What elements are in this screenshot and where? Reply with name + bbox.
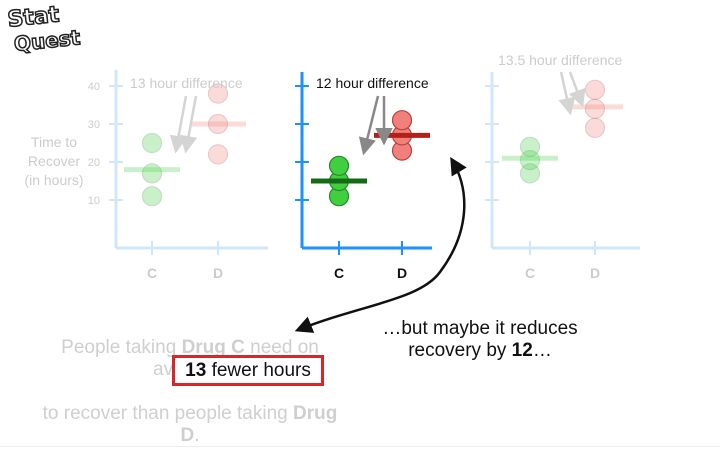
drug-d-point bbox=[584, 98, 606, 119]
drug-d-point bbox=[207, 144, 229, 165]
drug-d-point bbox=[391, 110, 413, 131]
annotation-arrow bbox=[169, 95, 188, 154]
highlight-number: 13 bbox=[185, 360, 207, 381]
difference-annotation: 13 hour difference bbox=[130, 75, 243, 91]
drug-d-point bbox=[584, 117, 606, 138]
highlight-text: fewer hours bbox=[206, 360, 311, 381]
caption-number: 12 bbox=[511, 340, 533, 361]
caption-text: …but maybe it reduces recovery by 12… bbox=[382, 318, 578, 361]
summary-text: People taking Drug C need on average, to… bbox=[42, 337, 338, 446]
annotation-arrow bbox=[358, 95, 380, 156]
drug-d-point bbox=[584, 79, 606, 100]
drug-c-point bbox=[519, 136, 541, 157]
y-axis-label-line: Recover bbox=[28, 153, 80, 169]
bottom-divider bbox=[0, 446, 720, 447]
drug-c-point bbox=[519, 150, 541, 171]
y-tick-label: 20 bbox=[88, 157, 100, 169]
drug-c-point bbox=[141, 132, 163, 154]
category-label-d: D bbox=[590, 265, 600, 281]
highlighted-difference-box: 13 fewer hours bbox=[172, 355, 324, 386]
category-label-c: C bbox=[525, 265, 535, 281]
category-label-c: C bbox=[334, 265, 344, 281]
y-tick-label: 40 bbox=[88, 81, 100, 93]
annotation-arrow bbox=[558, 71, 576, 116]
y-tick-label: 10 bbox=[88, 195, 100, 207]
drug-c-point bbox=[141, 163, 163, 184]
annotation-arrow bbox=[568, 71, 586, 108]
difference-annotation: 13.5 hour difference bbox=[498, 52, 622, 68]
y-axis-label-line: (in hours) bbox=[24, 172, 83, 188]
category-label-c: C bbox=[147, 265, 157, 281]
logo-text-stat: Stat bbox=[6, 2, 61, 32]
drug-c-point bbox=[141, 186, 163, 207]
drug-d-point bbox=[207, 83, 229, 104]
drug-d-point bbox=[207, 113, 229, 135]
y-tick-label: 30 bbox=[88, 119, 100, 131]
category-label-d: D bbox=[213, 265, 223, 281]
statquest-logo: Stat Quest bbox=[6, 2, 83, 57]
y-axis-label-line: Time to bbox=[31, 134, 77, 150]
difference-annotation: 12 hour difference bbox=[316, 75, 429, 91]
curved-pointer-arrow bbox=[294, 156, 467, 333]
annotation-arrow bbox=[179, 95, 198, 154]
drug-c-point bbox=[328, 155, 350, 176]
category-label-d: D bbox=[397, 265, 407, 281]
drug-c-point bbox=[519, 163, 541, 184]
